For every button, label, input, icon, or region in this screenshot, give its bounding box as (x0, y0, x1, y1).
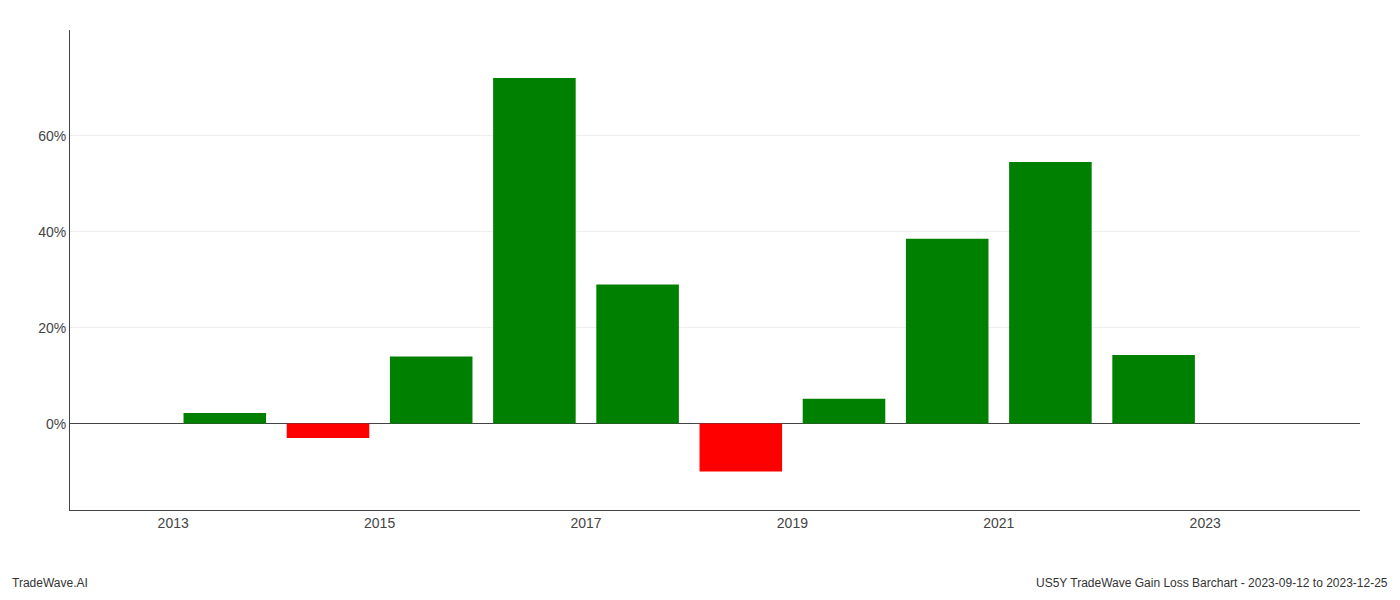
svg-text:2023: 2023 (1190, 515, 1221, 531)
svg-text:2015: 2015 (364, 515, 395, 531)
svg-text:2021: 2021 (983, 515, 1014, 531)
svg-text:US5Y TradeWave Gain Loss Barch: US5Y TradeWave Gain Loss Barchart - 2023… (1036, 576, 1388, 590)
svg-text:2019: 2019 (777, 515, 808, 531)
svg-text:2017: 2017 (570, 515, 601, 531)
svg-text:20%: 20% (38, 320, 66, 336)
svg-text:0%: 0% (46, 416, 66, 432)
svg-text:60%: 60% (38, 128, 66, 144)
svg-text:TradeWave.AI: TradeWave.AI (12, 576, 88, 590)
svg-text:2013: 2013 (158, 515, 189, 531)
svg-text:40%: 40% (38, 224, 66, 240)
